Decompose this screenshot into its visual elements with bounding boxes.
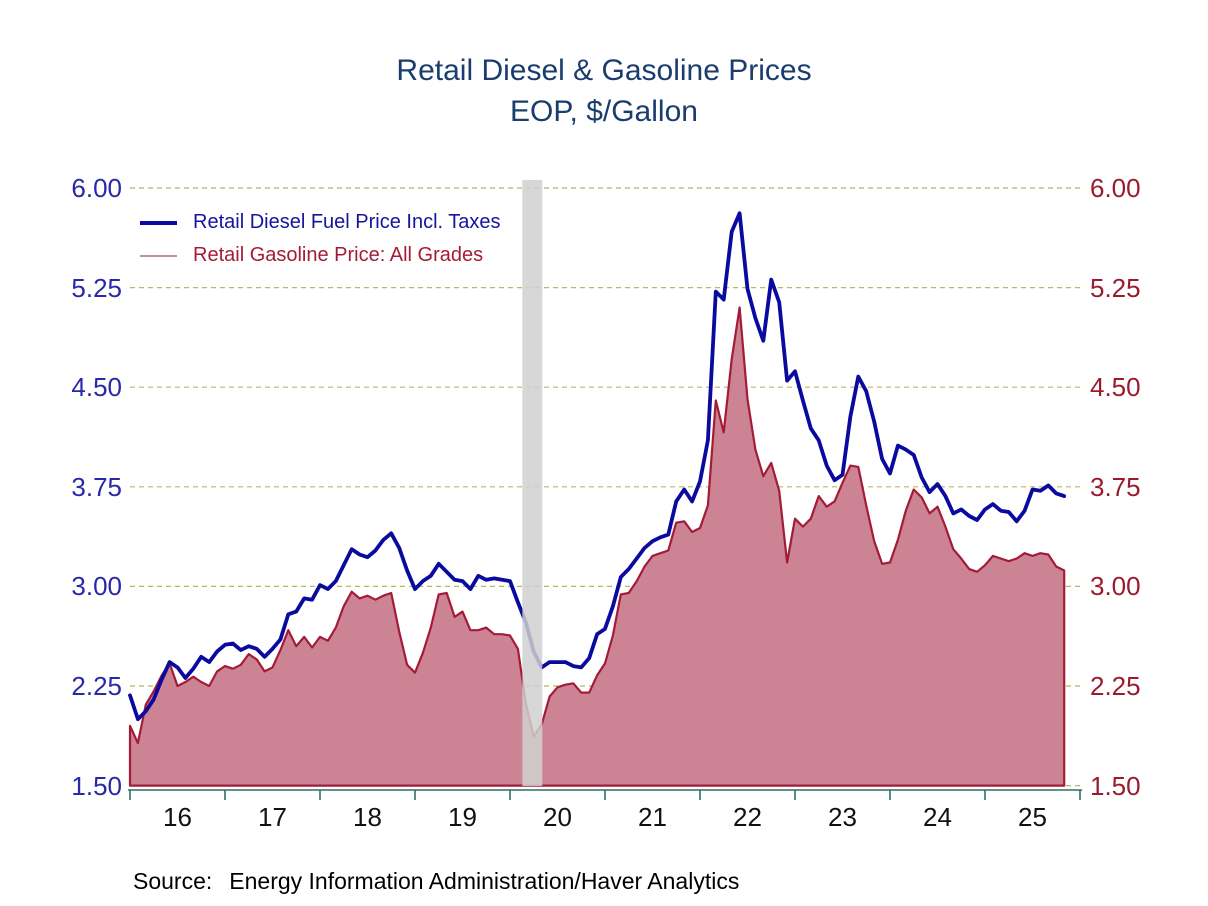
y-tick-label-left-3.75: 3.75 <box>71 471 122 502</box>
y-tick-label-right-1.50: 1.50 <box>1090 770 1141 801</box>
x-tick-label-16: 16 <box>163 802 192 832</box>
legend-label-gasoline: Retail Gasoline Price: All Grades <box>193 244 484 266</box>
x-tick-label-21: 21 <box>638 802 667 832</box>
y-tick-label-right-3.00: 3.00 <box>1090 571 1141 602</box>
x-tick-label-19: 19 <box>448 802 477 832</box>
x-tick-label-20: 20 <box>543 802 572 832</box>
legend-item-diesel: Retail Diesel Fuel Price Incl. Taxes <box>140 206 501 239</box>
legend-label-diesel: Retail Diesel Fuel Price Incl. Taxes <box>193 211 501 233</box>
x-tick-label-18: 18 <box>353 802 382 832</box>
y-tick-label-right-5.25: 5.25 <box>1090 272 1141 303</box>
y-tick-label-right-4.50: 4.50 <box>1090 372 1141 403</box>
source-gap <box>212 868 229 895</box>
source-label: Source: <box>133 868 213 894</box>
chart-title-block: Retail Diesel & Gasoline Prices EOP, $/G… <box>0 50 1208 132</box>
recession-band <box>522 180 543 786</box>
y-tick-label-left-2.25: 2.25 <box>71 671 122 701</box>
chart-title: Retail Diesel & Gasoline Prices <box>396 54 812 87</box>
x-tick-label-17: 17 <box>258 802 287 832</box>
x-tick-label-25: 25 <box>1018 802 1047 832</box>
gasoline-area-series <box>128 306 1066 787</box>
x-tick-label-24: 24 <box>923 802 952 832</box>
source-text: Energy Information Administration/Haver … <box>229 868 740 894</box>
source-note: Source: Energy Information Administratio… <box>133 868 739 895</box>
y-tick-label-right-2.25: 2.25 <box>1090 671 1141 701</box>
chart-legend: Retail Diesel Fuel Price Incl. Taxes Ret… <box>140 206 501 272</box>
y-tick-label-left-6.00: 6.00 <box>71 173 122 203</box>
x-tick-label-23: 23 <box>828 802 857 832</box>
y-tick-label-right-3.75: 3.75 <box>1090 471 1141 502</box>
chart-subtitle: EOP, $/Gallon <box>510 95 698 128</box>
diesel-line-series <box>128 211 1067 722</box>
y-tick-label-right-6.00: 6.00 <box>1090 173 1141 203</box>
y-tick-label-left-3.00: 3.00 <box>71 571 122 602</box>
gasoline-line-swatch <box>140 254 177 257</box>
y-tick-label-left-1.50: 1.50 <box>71 770 122 801</box>
y-tick-label-left-5.25: 5.25 <box>71 272 122 303</box>
diesel-line-swatch <box>140 220 177 225</box>
y-tick-label-left-4.50: 4.50 <box>71 372 122 403</box>
legend-item-gasoline: Retail Gasoline Price: All Grades <box>140 239 501 272</box>
x-tick-label-22: 22 <box>733 802 762 832</box>
